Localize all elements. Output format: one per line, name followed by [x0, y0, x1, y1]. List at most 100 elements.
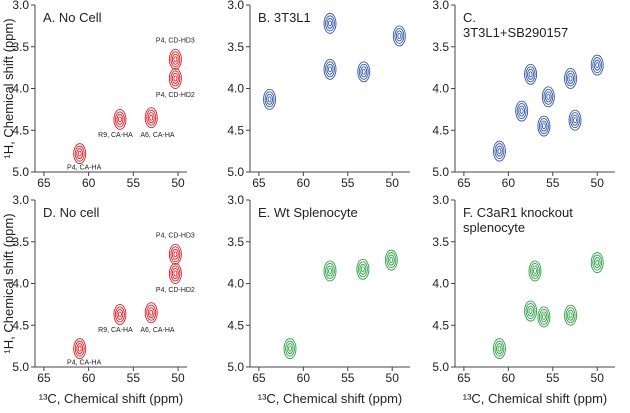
x-tick-label: 60	[297, 371, 311, 385]
y-tick-label: 3.5	[227, 40, 244, 54]
x-tick-label: 60	[82, 176, 96, 190]
peak-contour	[540, 311, 548, 323]
peak-label: R9, CA-HA	[98, 327, 133, 334]
peak-contour	[146, 304, 157, 321]
peak-contour	[113, 303, 127, 325]
peak-contour	[497, 345, 502, 352]
peak-label: P4, CA-HA	[67, 164, 102, 171]
y-axis-label: ¹H, Chemical shift (ppm)	[1, 213, 16, 353]
peak-contour	[516, 103, 527, 119]
peak-contour	[528, 71, 533, 78]
peak-contour	[568, 109, 582, 131]
x-tick-label: 65	[37, 176, 51, 190]
peak-contour	[114, 111, 125, 128]
peak-contour	[357, 61, 371, 83]
peak-contour	[567, 309, 575, 321]
peak-contour	[565, 70, 576, 87]
y-tick-label: 3.5	[12, 40, 29, 54]
x-tick-label: 55	[341, 176, 355, 190]
peak-label: A6, CA-HA	[140, 327, 175, 334]
peak-contour	[565, 307, 576, 324]
peak-contour	[537, 115, 551, 137]
peak-contour	[325, 15, 335, 32]
x-tick-label: 55	[341, 371, 355, 385]
peak-label: R9, CA-HA	[98, 132, 133, 139]
peak-contour	[360, 266, 365, 273]
x-tick-label: 60	[502, 371, 516, 385]
peak-contour	[325, 61, 335, 78]
y-tick-label: 4.0	[432, 82, 449, 96]
peak-contour	[386, 252, 397, 269]
peak-contour	[528, 308, 533, 315]
x-tick-label: 50	[386, 176, 400, 190]
y-tick-label: 5.0	[12, 165, 29, 179]
peak-contour	[494, 143, 505, 160]
peak-contour	[323, 260, 337, 282]
x-tick-label: 65	[457, 176, 471, 190]
peak-contour	[397, 32, 402, 39]
peak-contour	[395, 30, 403, 42]
peak-contour	[168, 263, 182, 284]
peak-contour	[389, 257, 394, 264]
x-tick-label: 55	[127, 371, 141, 385]
peak-contour	[76, 343, 84, 355]
y-tick-label: 4.5	[227, 123, 244, 137]
peak-contour	[113, 108, 127, 130]
y-tick-label: 5.0	[227, 165, 244, 179]
peak-label: P4, CA-HA	[67, 359, 102, 366]
x-tick-label: 50	[591, 371, 605, 385]
peak-contour	[592, 57, 603, 74]
peak-contour	[77, 345, 82, 352]
peak-contour	[590, 252, 604, 274]
y-tick-label: 4.5	[227, 318, 244, 332]
y-tick-label: 4.5	[432, 123, 449, 137]
x-tick-label: 50	[171, 371, 185, 385]
y-tick-label: 4.5	[432, 318, 449, 332]
peak-contour	[527, 68, 535, 80]
x-tick-label: 65	[252, 176, 266, 190]
peak-contour	[573, 117, 577, 124]
x-tick-label: 50	[386, 371, 400, 385]
x-tick-label: 55	[546, 371, 560, 385]
y-tick-label: 4.0	[432, 277, 449, 291]
peak-contour	[360, 66, 368, 78]
peak-contour	[74, 145, 85, 162]
panel-title: E. Wt Splenocyte	[258, 205, 358, 220]
peak-contour	[564, 304, 578, 326]
x-tick-label: 65	[37, 371, 51, 385]
y-tick-label: 3.0	[12, 193, 29, 207]
y-tick-label: 4.0	[12, 82, 29, 96]
peak-contour	[568, 312, 573, 319]
peak-contour	[497, 148, 502, 155]
y-tick-label: 4.5	[12, 123, 29, 137]
peak-contour	[361, 68, 366, 75]
x-tick-label: 65	[252, 371, 266, 385]
peak-contour	[567, 73, 575, 84]
peak-contour	[358, 63, 369, 80]
peak-contour	[546, 93, 551, 100]
peak-contour	[326, 265, 334, 277]
peak-contour	[171, 73, 179, 84]
peak-contour	[144, 302, 158, 324]
peak-contour	[593, 257, 601, 269]
peak-contour	[384, 249, 398, 271]
peak-contour	[570, 112, 580, 129]
peak-contour	[326, 17, 334, 29]
peak-contour	[564, 68, 578, 89]
panel-title: F. C3aR1 knockout splenocyte	[463, 205, 573, 235]
peak-contour	[264, 91, 275, 108]
peak-contour	[149, 309, 154, 316]
peak-contour	[519, 108, 524, 114]
peak-contour	[170, 51, 181, 68]
peak-contour	[537, 306, 551, 328]
peak-contour	[492, 338, 506, 360]
peak-contour	[595, 62, 600, 69]
peak-contour	[595, 259, 600, 266]
peak-contour	[531, 265, 539, 277]
peak-contour	[323, 58, 337, 80]
peak-label: P4, CD-HD2	[156, 287, 195, 294]
peak-label: P4, CD-HD3	[156, 233, 195, 240]
y-tick-label: 3.5	[432, 235, 449, 249]
